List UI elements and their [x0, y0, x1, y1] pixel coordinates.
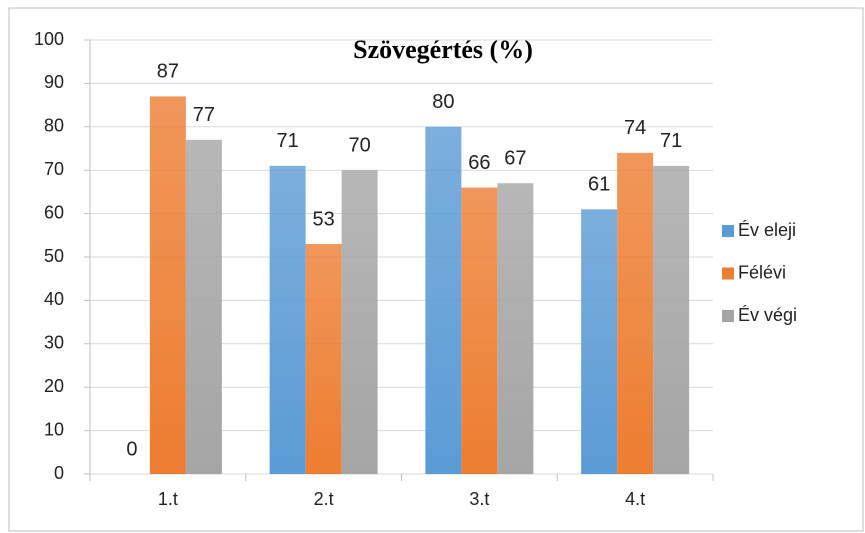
legend-swatch: [722, 267, 734, 280]
x-tick-label: 3.t: [469, 489, 489, 509]
y-tick-label: 40: [44, 289, 64, 309]
data-label: 66: [468, 152, 490, 174]
bar: [341, 170, 378, 474]
data-label: 71: [277, 130, 299, 152]
bar: [149, 96, 186, 475]
y-tick-label: 20: [44, 376, 64, 396]
chart-title: Szövegértés (%): [353, 35, 533, 64]
y-tick-label: 80: [44, 116, 64, 136]
data-label: 74: [624, 117, 646, 139]
data-label: 87: [157, 61, 179, 83]
y-tick-label: 70: [44, 159, 64, 179]
y-tick-label: 60: [44, 202, 64, 222]
y-tick-label: 30: [44, 333, 64, 353]
y-tick-label: 90: [44, 72, 64, 92]
data-label: 61: [588, 174, 610, 196]
legend-label: Félévi: [738, 262, 786, 282]
y-tick-label: 0: [54, 463, 64, 483]
data-label: 77: [193, 104, 215, 126]
bar: [461, 187, 498, 474]
y-tick-label: 50: [44, 246, 64, 266]
bar: [305, 243, 342, 474]
bar: [617, 152, 654, 474]
bar: [581, 209, 618, 474]
legend-label: Év végi: [738, 305, 797, 325]
bar: [269, 165, 306, 475]
x-tick-label: 4.t: [625, 489, 645, 509]
data-label: 70: [349, 134, 371, 156]
x-tick-label: 2.t: [314, 489, 334, 509]
x-tick-label: 1.t: [158, 489, 178, 509]
data-label: 53: [313, 208, 335, 230]
bar: [185, 139, 222, 474]
y-tick-label: 100: [34, 29, 64, 49]
y-tick-label: 10: [44, 419, 64, 439]
data-label: 67: [504, 148, 526, 170]
data-label: 0: [126, 438, 137, 460]
bar: [653, 165, 690, 475]
legend-label: Év eleji: [738, 220, 796, 240]
legend-swatch: [722, 310, 734, 322]
bar: [425, 126, 462, 475]
bar: [497, 183, 534, 474]
data-label: 80: [432, 91, 454, 113]
legend-swatch: [722, 225, 734, 237]
data-label: 71: [660, 130, 682, 152]
